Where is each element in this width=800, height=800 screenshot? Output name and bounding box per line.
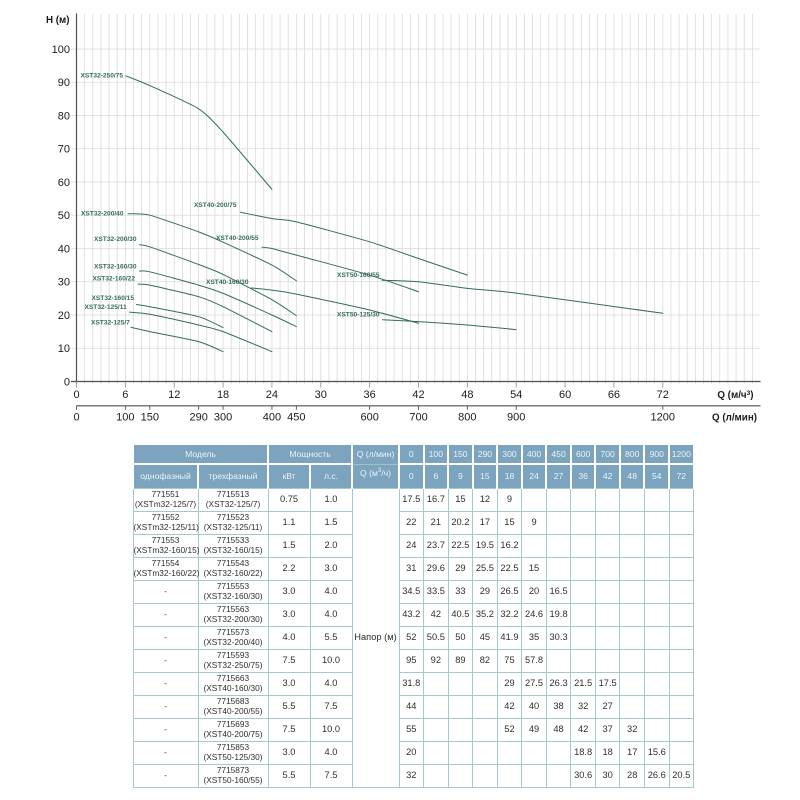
- svg-text:72: 72: [657, 389, 669, 401]
- svg-text:600: 600: [360, 412, 378, 424]
- svg-text:XST32-200/30: XST32-200/30: [94, 236, 137, 243]
- svg-text:XST40-160/30: XST40-160/30: [206, 279, 249, 286]
- svg-text:400: 400: [263, 412, 281, 424]
- svg-text:1200: 1200: [651, 412, 675, 424]
- svg-text:12: 12: [168, 389, 180, 401]
- svg-text:30: 30: [315, 389, 327, 401]
- svg-text:70: 70: [58, 144, 70, 156]
- svg-text:Q (л/мин): Q (л/мин): [712, 413, 757, 424]
- svg-text:XST40-200/55: XST40-200/55: [216, 235, 259, 242]
- svg-text:80: 80: [58, 110, 70, 122]
- svg-text:XST32-200/40: XST32-200/40: [81, 211, 124, 218]
- svg-text:20: 20: [58, 310, 70, 322]
- svg-text:XST32-250/75: XST32-250/75: [81, 72, 124, 79]
- svg-text:XST40-200/75: XST40-200/75: [194, 202, 237, 209]
- svg-text:30: 30: [58, 277, 70, 289]
- svg-text:100: 100: [116, 412, 134, 424]
- svg-text:66: 66: [608, 389, 620, 401]
- svg-text:300: 300: [214, 412, 232, 424]
- svg-text:24: 24: [266, 389, 278, 401]
- svg-text:H (м): H (м): [46, 15, 70, 26]
- svg-text:XST32-160/15: XST32-160/15: [92, 295, 135, 302]
- svg-text:0: 0: [73, 389, 79, 401]
- svg-text:Q (м/ч3): Q (м/ч3): [717, 390, 753, 401]
- svg-text:XST50-125/30: XST50-125/30: [337, 312, 380, 319]
- svg-text:XST32-160/30: XST32-160/30: [94, 264, 137, 271]
- svg-text:290: 290: [189, 412, 207, 424]
- svg-text:50: 50: [58, 210, 70, 222]
- svg-text:450: 450: [287, 412, 305, 424]
- svg-text:100: 100: [52, 44, 70, 56]
- svg-text:900: 900: [507, 412, 525, 424]
- svg-text:18: 18: [217, 389, 229, 401]
- svg-text:10: 10: [58, 343, 70, 355]
- svg-text:700: 700: [409, 412, 427, 424]
- svg-text:42: 42: [412, 389, 424, 401]
- svg-text:XST50-160/55: XST50-160/55: [337, 272, 380, 279]
- svg-text:150: 150: [141, 412, 159, 424]
- svg-text:XST32-125/7: XST32-125/7: [91, 320, 130, 327]
- svg-text:60: 60: [58, 177, 70, 189]
- svg-text:60: 60: [559, 389, 571, 401]
- svg-text:36: 36: [364, 389, 376, 401]
- svg-text:0: 0: [73, 412, 79, 424]
- svg-text:40: 40: [58, 243, 70, 255]
- svg-text:XST32-125/11: XST32-125/11: [85, 304, 127, 311]
- svg-text:48: 48: [461, 389, 473, 401]
- svg-text:XST32-160/22: XST32-160/22: [93, 276, 136, 283]
- svg-text:90: 90: [58, 77, 70, 89]
- svg-text:6: 6: [122, 389, 128, 401]
- svg-text:54: 54: [510, 389, 522, 401]
- svg-text:800: 800: [458, 412, 476, 424]
- svg-text:0: 0: [64, 376, 70, 388]
